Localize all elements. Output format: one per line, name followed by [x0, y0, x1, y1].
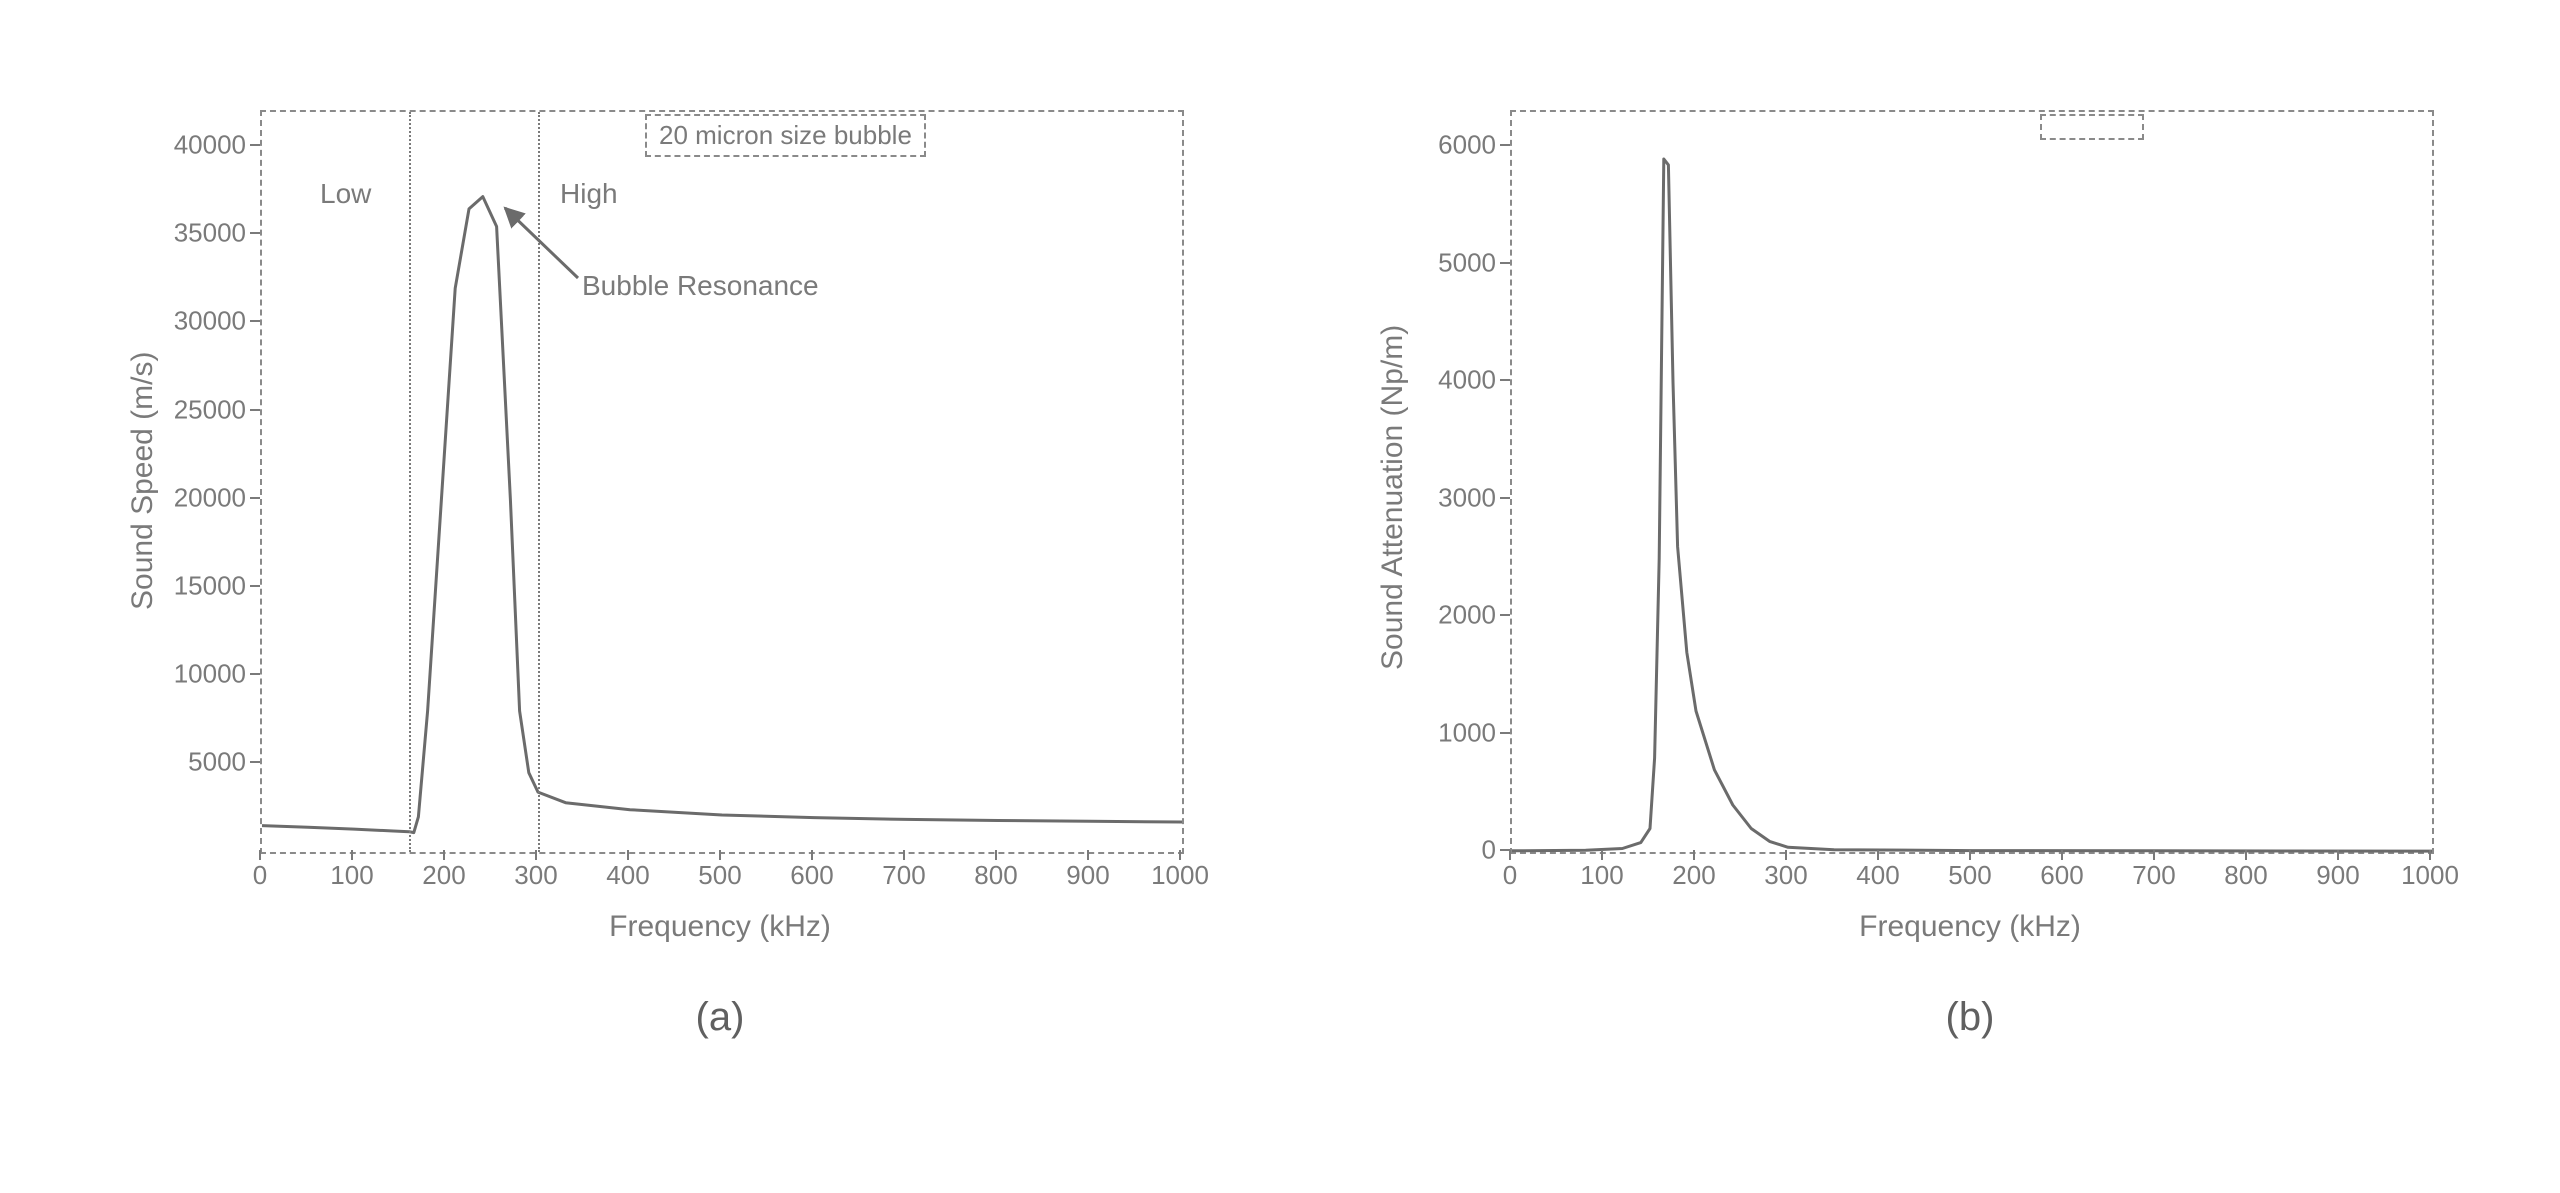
xtick-mark	[351, 850, 353, 860]
ytick-mark	[1500, 262, 1510, 264]
xtick-label: 400	[1856, 860, 1899, 891]
xtick-label: 1000	[2401, 860, 2459, 891]
ytick-mark	[1500, 732, 1510, 734]
page: 20 micron size bubble Low High Bubble Re…	[0, 0, 2560, 1193]
xtick-label: 300	[514, 860, 557, 891]
ytick-label: 10000	[174, 658, 246, 689]
chart-b-xlabel: Frequency (kHz)	[1510, 910, 2430, 944]
ytick-mark	[250, 232, 260, 234]
xtick-label: 1000	[1151, 860, 1209, 891]
xtick-mark	[627, 850, 629, 860]
xtick-label: 0	[253, 860, 267, 891]
ytick-mark	[250, 409, 260, 411]
xtick-mark	[1179, 850, 1181, 860]
xtick-label: 800	[2224, 860, 2267, 891]
ytick-mark	[1500, 144, 1510, 146]
xtick-mark	[1693, 850, 1695, 860]
xtick-mark	[903, 850, 905, 860]
ytick-label: 15000	[174, 570, 246, 601]
ytick-mark	[1500, 379, 1510, 381]
ytick-label: 5000	[188, 746, 246, 777]
chart-b-caption: (b)	[1510, 995, 2430, 1040]
xtick-mark	[1509, 850, 1511, 860]
chart-b-panel: Sound Attenuation (Np/m) Frequency (kHz)…	[1340, 80, 2480, 1040]
xtick-label: 700	[882, 860, 925, 891]
xtick-label: 600	[2040, 860, 2083, 891]
xtick-label: 100	[330, 860, 373, 891]
xtick-label: 0	[1503, 860, 1517, 891]
chart-b-svg	[1512, 112, 2432, 852]
xtick-label: 100	[1580, 860, 1623, 891]
xtick-label: 500	[1948, 860, 1991, 891]
chart-b-legend-box	[2040, 114, 2144, 140]
xtick-mark	[2153, 850, 2155, 860]
xtick-label: 300	[1764, 860, 1807, 891]
xtick-label: 400	[606, 860, 649, 891]
ytick-mark	[250, 497, 260, 499]
ytick-mark	[250, 761, 260, 763]
ytick-label: 40000	[174, 130, 246, 161]
ytick-mark	[250, 320, 260, 322]
ytick-mark	[250, 673, 260, 675]
xtick-mark	[1087, 850, 1089, 860]
ytick-label: 5000	[1438, 247, 1496, 278]
chart-b-ylabel: Sound Attenuation (Np/m)	[1376, 325, 1410, 670]
xtick-label: 900	[1066, 860, 1109, 891]
xtick-mark	[719, 850, 721, 860]
xtick-mark	[1969, 850, 1971, 860]
chart-a-ylabel: Sound Speed (m/s)	[126, 352, 160, 610]
xtick-mark	[443, 850, 445, 860]
chart-a-panel: 20 micron size bubble Low High Bubble Re…	[90, 80, 1230, 1040]
ytick-label: 1000	[1438, 717, 1496, 748]
chart-a-arrow	[260, 110, 1180, 850]
chart-a-caption: (a)	[260, 995, 1180, 1040]
ytick-mark	[1500, 614, 1510, 616]
chart-series-line	[1512, 159, 2432, 851]
ytick-mark	[250, 144, 260, 146]
xtick-label: 800	[974, 860, 1017, 891]
xtick-label: 600	[790, 860, 833, 891]
xtick-label: 200	[422, 860, 465, 891]
xtick-mark	[1785, 850, 1787, 860]
xtick-label: 500	[698, 860, 741, 891]
xtick-mark	[535, 850, 537, 860]
ytick-mark	[250, 585, 260, 587]
ytick-label: 20000	[174, 482, 246, 513]
xtick-mark	[995, 850, 997, 860]
ytick-label: 30000	[174, 306, 246, 337]
ytick-label: 2000	[1438, 600, 1496, 631]
xtick-mark	[2429, 850, 2431, 860]
ytick-label: 25000	[174, 394, 246, 425]
chart-b-plot-area	[1510, 110, 2434, 854]
xtick-label: 200	[1672, 860, 1715, 891]
ytick-mark	[1500, 497, 1510, 499]
ytick-label: 0	[1482, 835, 1496, 866]
xtick-mark	[2061, 850, 2063, 860]
xtick-mark	[259, 850, 261, 860]
xtick-label: 700	[2132, 860, 2175, 891]
xtick-mark	[1877, 850, 1879, 860]
ytick-mark	[1500, 849, 1510, 851]
chart-a-xlabel: Frequency (kHz)	[260, 910, 1180, 944]
xtick-mark	[2337, 850, 2339, 860]
xtick-mark	[1601, 850, 1603, 860]
xtick-mark	[2245, 850, 2247, 860]
ytick-label: 3000	[1438, 482, 1496, 513]
xtick-label: 900	[2316, 860, 2359, 891]
ytick-label: 35000	[174, 218, 246, 249]
xtick-mark	[811, 850, 813, 860]
ytick-label: 4000	[1438, 365, 1496, 396]
ytick-label: 6000	[1438, 130, 1496, 161]
